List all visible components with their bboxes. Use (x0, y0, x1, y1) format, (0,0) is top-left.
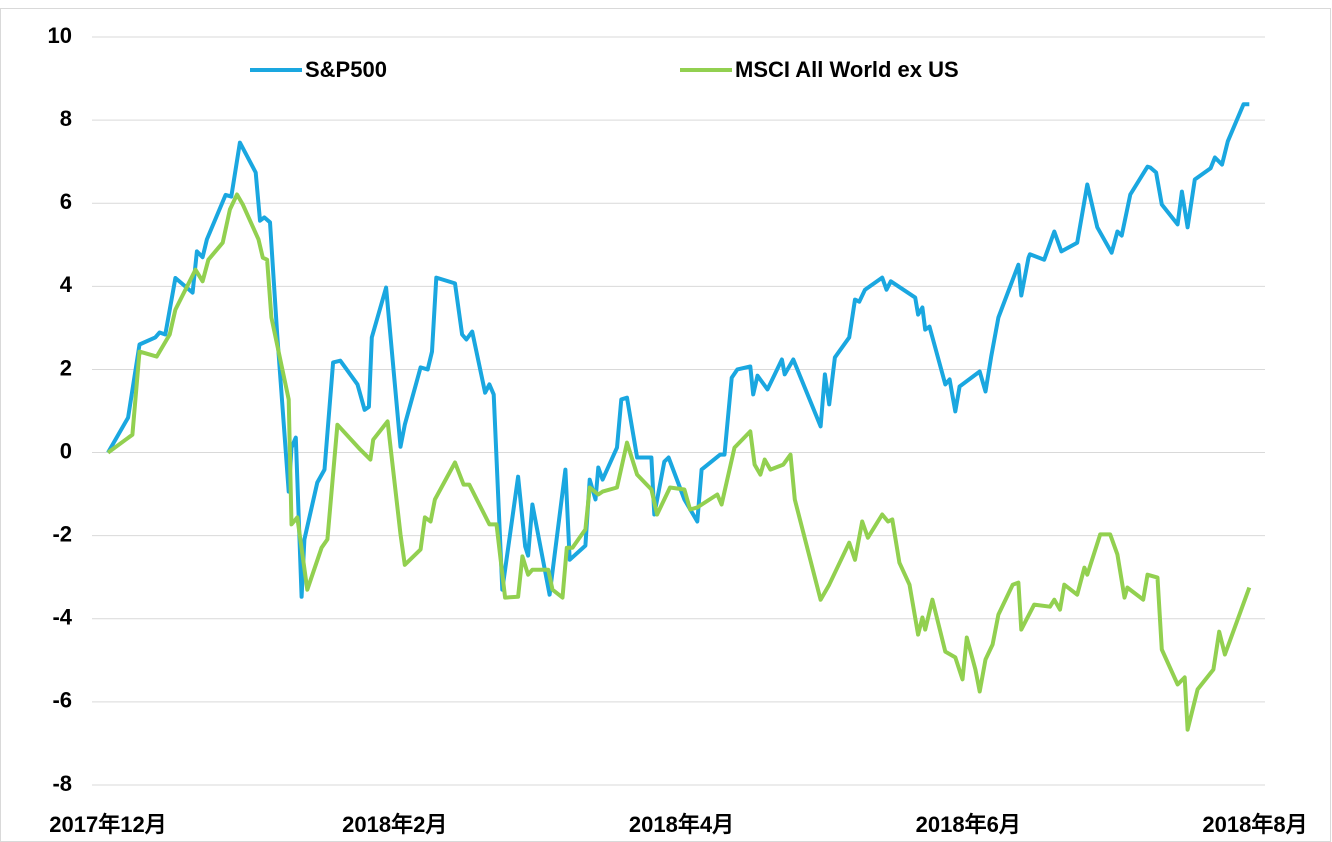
series-line (106, 192, 1252, 732)
legend-label: MSCI All World ex US (735, 57, 959, 82)
y-tick-label: 6 (60, 189, 72, 214)
y-tick-label: -8 (52, 771, 72, 796)
x-tick-label: 2018年4月 (629, 812, 734, 837)
y-tick-label: -4 (52, 605, 72, 630)
y-tick-label: 4 (60, 272, 73, 297)
y-tick-label: 0 (60, 438, 72, 463)
y-tick-label: 10 (48, 23, 72, 48)
x-tick-label: 2018年2月 (342, 812, 447, 837)
x-tick-label: 2018年8月 (1202, 812, 1307, 837)
chart-frame (0, 8, 1331, 842)
y-tick-label: -6 (52, 688, 72, 713)
y-tick-label: 2 (60, 355, 72, 380)
legend-label: S&P500 (305, 57, 387, 82)
x-tick-label: 2017年12月 (49, 812, 166, 837)
series-line (106, 102, 1250, 599)
y-tick-label: 8 (60, 106, 72, 131)
y-tick-label: -2 (52, 521, 72, 546)
x-tick-label: 2018年6月 (916, 812, 1021, 837)
